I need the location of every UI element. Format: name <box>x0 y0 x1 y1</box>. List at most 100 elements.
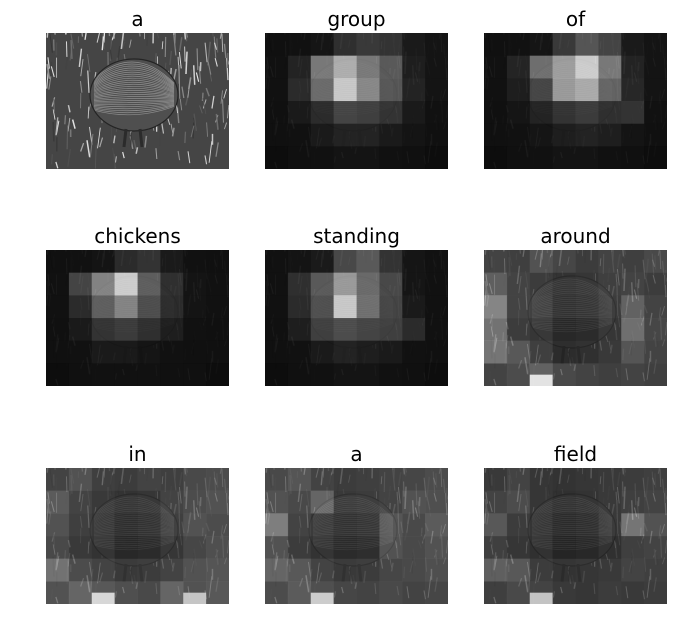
attention-cell <box>484 318 508 341</box>
attention-cell <box>379 295 403 319</box>
attention-cell <box>529 374 553 386</box>
attention-cell <box>333 78 357 102</box>
attention-cell <box>484 272 508 296</box>
attention-cell <box>68 490 93 514</box>
attention-cell <box>598 558 622 582</box>
attention-cell <box>356 78 380 102</box>
attention-cell <box>333 250 357 273</box>
attention-cell <box>46 513 70 537</box>
attention-cell <box>356 250 380 273</box>
attention-cell <box>333 340 357 364</box>
attention-cell <box>506 318 531 341</box>
attention-cell <box>137 363 161 386</box>
attention-cell <box>425 272 448 296</box>
attention-cell <box>402 363 426 386</box>
attention-overlay <box>265 33 448 169</box>
attention-cell <box>310 513 334 537</box>
attention-cell <box>552 536 576 559</box>
attention-cell <box>598 146 622 169</box>
attention-cell <box>379 363 403 386</box>
attention-cell <box>310 536 334 559</box>
attention-cell <box>598 250 622 273</box>
attention-cell <box>598 295 622 319</box>
attention-cell <box>91 272 115 296</box>
attention-cell <box>46 536 70 559</box>
attention-cell <box>425 340 448 364</box>
attention-cell <box>425 363 448 386</box>
attention-cell <box>425 536 448 559</box>
attention-cell <box>137 558 161 582</box>
attention-overlay <box>265 468 448 604</box>
attention-cell <box>575 468 599 491</box>
attention-cell <box>425 55 448 79</box>
attention-cell <box>183 250 207 273</box>
attention-cell <box>644 295 667 319</box>
attention-cell <box>379 101 403 124</box>
attention-cell <box>183 468 207 491</box>
attention-cell <box>621 78 645 102</box>
attention-cell <box>114 558 138 582</box>
attention-cell <box>506 581 531 604</box>
attention-cell <box>114 318 138 341</box>
attention-cell <box>506 250 531 273</box>
attention-cell <box>287 468 312 491</box>
attention-cell <box>160 250 184 273</box>
attention-cell <box>484 536 508 559</box>
attention-cell <box>46 581 70 604</box>
attention-cell <box>644 78 667 102</box>
attention-cell <box>68 295 93 319</box>
attention-cell <box>379 468 403 491</box>
attention-cell <box>137 468 161 491</box>
attention-map-in <box>46 468 229 604</box>
attention-cell <box>91 536 115 559</box>
attention-cell <box>68 318 93 341</box>
panel-title: a <box>131 7 144 31</box>
attention-cell <box>552 490 576 514</box>
attention-cell <box>287 363 312 386</box>
attention-cell <box>265 33 289 56</box>
attention-cell <box>529 146 553 169</box>
attention-cell <box>183 513 207 537</box>
attention-cell <box>160 581 184 604</box>
attention-cell <box>379 33 403 56</box>
attention-cell <box>484 78 508 102</box>
attention-cell <box>402 536 426 559</box>
attention-cell <box>46 468 70 491</box>
attention-cell <box>265 123 289 147</box>
attention-cell <box>183 592 207 604</box>
attention-cell <box>552 318 576 341</box>
attention-cell <box>621 250 645 273</box>
attention-cell <box>160 340 184 364</box>
attention-cell <box>333 295 357 319</box>
attention-cell <box>287 340 312 364</box>
attention-cell <box>484 581 508 604</box>
attention-cell <box>552 363 576 386</box>
attention-cell <box>310 558 334 582</box>
attention-cell <box>356 513 380 537</box>
attention-cell <box>356 55 380 79</box>
attention-cell <box>356 272 380 296</box>
attention-cell <box>575 250 599 273</box>
attention-cell <box>333 581 357 604</box>
attention-cell <box>529 250 553 273</box>
attention-overlay <box>46 468 229 604</box>
attention-cell <box>598 101 622 124</box>
attention-cell <box>91 513 115 537</box>
attention-cell <box>265 558 289 582</box>
attention-cell <box>425 101 448 124</box>
attention-cell <box>310 78 334 102</box>
attention-cell <box>644 363 667 386</box>
attention-cell <box>621 272 645 296</box>
attention-cell <box>402 558 426 582</box>
attention-cell <box>484 295 508 319</box>
attention-cell <box>575 340 599 364</box>
attention-cell <box>265 55 289 79</box>
attention-cell <box>529 101 553 124</box>
attention-cell <box>265 536 289 559</box>
attention-cell <box>425 318 448 341</box>
attention-cell <box>91 363 115 386</box>
attention-cell <box>425 146 448 169</box>
attention-cell <box>621 295 645 319</box>
attention-cell <box>598 340 622 364</box>
attention-cell <box>506 146 531 169</box>
